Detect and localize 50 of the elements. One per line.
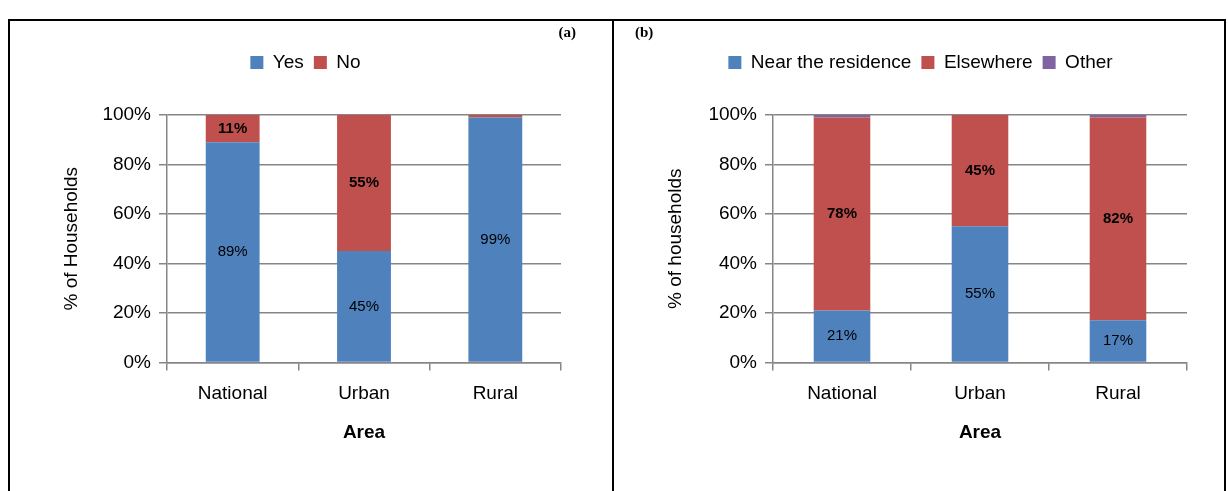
data-label: 55% xyxy=(964,284,996,302)
y-tick-label: 60% xyxy=(112,202,152,224)
text: (b) xyxy=(635,24,654,41)
y-tick-label: 40% xyxy=(112,251,152,273)
y-tick-label: 0% xyxy=(729,350,758,372)
x-tick-label: Rural xyxy=(1095,382,1141,404)
x-tick-label: Urban xyxy=(338,382,390,404)
legend-label: Elsewhere xyxy=(943,50,1033,72)
chart-title: (a) xyxy=(558,24,576,41)
bar xyxy=(813,117,871,311)
y-tick-label: 80% xyxy=(112,152,152,174)
data-label: 99% xyxy=(480,229,511,247)
legend-label: Other xyxy=(1065,50,1114,72)
y-tick-label: 100% xyxy=(708,103,758,125)
bar xyxy=(1089,117,1147,321)
data-label: 55% xyxy=(348,173,380,191)
x-axis-title: Area xyxy=(342,420,386,442)
data-label: 78% xyxy=(826,204,858,222)
x-axis-title: Area xyxy=(958,420,1002,442)
bar xyxy=(813,310,871,362)
legend-label: Yes xyxy=(272,50,304,72)
data-label: 45% xyxy=(964,160,996,178)
bar xyxy=(337,115,391,252)
data-label: 89% xyxy=(217,242,248,260)
bar xyxy=(337,251,391,362)
y-tick-label: 80% xyxy=(718,152,758,174)
x-tick-label: Rural xyxy=(472,382,519,404)
bar xyxy=(468,117,523,362)
bar xyxy=(951,115,1009,227)
y-axis-title: % of households xyxy=(663,168,685,309)
y-axis-title: % of Households xyxy=(59,166,81,311)
data-label: 82% xyxy=(1102,209,1134,227)
data-label: 21% xyxy=(826,326,858,344)
y-tick-label: 60% xyxy=(718,202,758,224)
y-tick-label: 20% xyxy=(718,301,758,323)
x-tick-label: National xyxy=(807,382,877,404)
bar xyxy=(205,142,260,362)
data-label: 17% xyxy=(1102,331,1134,349)
legend-label: Near the residence xyxy=(750,50,912,72)
y-tick-label: 100% xyxy=(102,103,152,125)
x-tick-label: National xyxy=(197,382,268,404)
bar xyxy=(1089,320,1147,362)
bar xyxy=(951,226,1009,362)
legend-label: No xyxy=(336,50,361,72)
x-tick-label: Urban xyxy=(954,382,1006,404)
y-tick-label: 20% xyxy=(112,301,152,323)
y-tick-label: 0% xyxy=(123,350,152,372)
y-tick-label: 40% xyxy=(718,251,758,273)
data-label: 45% xyxy=(348,296,380,314)
data-label: 11% xyxy=(218,118,248,136)
